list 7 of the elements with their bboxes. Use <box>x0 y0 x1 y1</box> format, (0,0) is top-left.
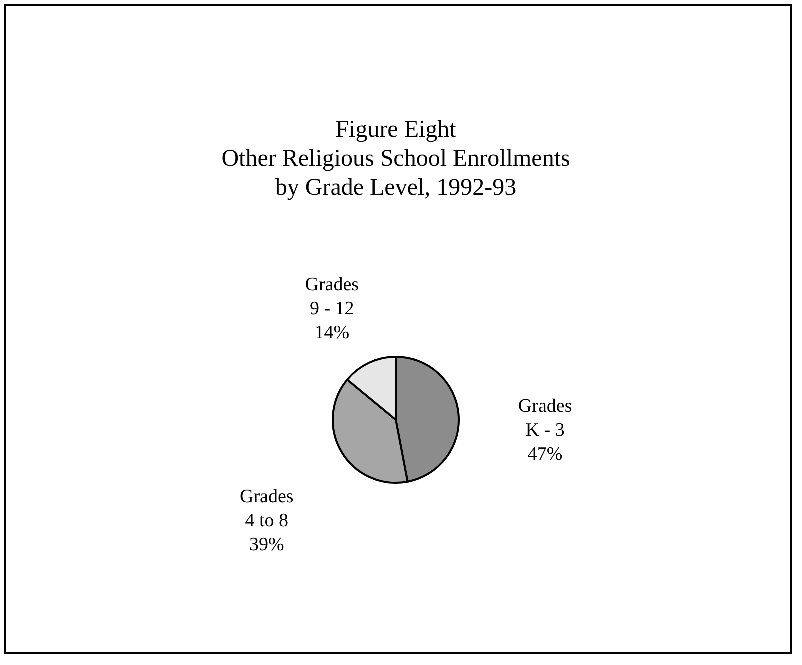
data-label: 39% <box>249 534 284 556</box>
slice-label: Grades K - 3 <box>518 396 572 441</box>
slice-label: Grades 4 to 8 <box>240 486 294 532</box>
data-label: 47% <box>528 444 563 465</box>
chart-title: Figure Eight Other Religious School Enrollments by Grade Level, 1992-93 <box>222 117 570 201</box>
data-label: 14% <box>314 322 350 344</box>
slice-label: Grades 9 - 12 <box>305 274 360 320</box>
